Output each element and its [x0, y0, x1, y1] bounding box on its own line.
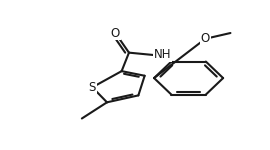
- Text: S: S: [89, 81, 96, 94]
- Text: NH: NH: [154, 48, 171, 62]
- Text: O: O: [111, 27, 120, 39]
- Text: O: O: [201, 32, 210, 45]
